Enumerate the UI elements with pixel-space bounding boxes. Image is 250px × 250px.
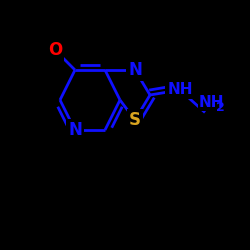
Text: N: N bbox=[68, 121, 82, 139]
Text: 2: 2 bbox=[216, 101, 225, 114]
Text: S: S bbox=[129, 111, 141, 129]
Text: NH: NH bbox=[199, 95, 224, 110]
Text: NH: NH bbox=[167, 82, 193, 98]
Text: O: O bbox=[48, 41, 62, 59]
Text: N: N bbox=[128, 61, 142, 79]
